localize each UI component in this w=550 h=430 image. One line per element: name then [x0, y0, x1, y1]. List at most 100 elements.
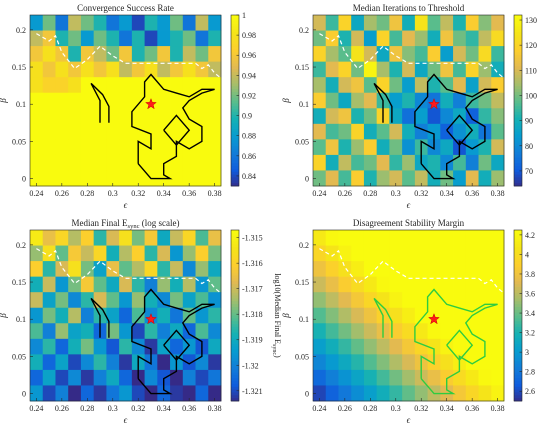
colorbar-segment [231, 389, 239, 393]
heatmap-cell [325, 30, 339, 47]
colorbar-segment [514, 344, 522, 348]
heatmap-cell [182, 61, 196, 78]
heatmap-cell [68, 261, 82, 278]
colorbar-segment [231, 264, 239, 268]
heatmap-cell [119, 123, 133, 140]
heatmap-cell [195, 170, 209, 187]
colorbar-tick-label: 120 [525, 41, 537, 50]
colorbar-segment [231, 278, 239, 282]
colorbar: 4.243.83.63.43.232.82.6103 × (1-ρ) [513, 229, 535, 402]
heatmap-cell [363, 261, 378, 278]
heatmap-cell [313, 261, 327, 278]
heatmap-cell [427, 261, 441, 278]
colorbar-frame [513, 14, 523, 187]
heatmap-cell [465, 30, 479, 47]
colorbar-segment [231, 34, 239, 39]
colorbar-segment [231, 269, 239, 274]
heatmap-cell [376, 276, 390, 293]
colorbar-segment [514, 392, 522, 396]
heatmap-cell [170, 170, 184, 187]
colorbar-segment [514, 74, 522, 79]
x-axis-label: ϵ [124, 415, 128, 425]
colorbar-segment [231, 335, 239, 339]
heatmap-cell [363, 154, 378, 171]
colorbar-segment [514, 129, 522, 133]
heatmap-cell [363, 61, 378, 78]
heatmap-cell [478, 369, 492, 386]
colorbar-segment [231, 230, 239, 234]
y-tick-label: 0 [22, 175, 26, 184]
colorbar-segment [514, 264, 522, 268]
heatmap-cell [144, 369, 158, 386]
colorbar-segment [514, 97, 522, 101]
heatmap-cell [402, 108, 416, 125]
heatmap-cell [131, 245, 145, 262]
heatmap-cell [170, 30, 184, 47]
heatmap-cell [80, 292, 95, 309]
colorbar-segment [514, 111, 522, 116]
heatmap-cell [313, 92, 327, 109]
heatmap-cell [68, 77, 82, 94]
colorbar-segment [231, 97, 239, 101]
x-tick-label: 0.36 [465, 404, 479, 413]
heatmap-cell [363, 292, 378, 309]
heatmap-cell [313, 230, 327, 246]
heatmap-cell [106, 170, 120, 187]
heatmap-cell [68, 245, 82, 262]
heatmap-cell [93, 230, 107, 246]
heatmap-cell [208, 46, 222, 63]
heatmap-cell [157, 30, 171, 47]
heatmap-cell [182, 139, 196, 156]
heatmap-cell [30, 139, 44, 156]
heatmap-cell [157, 307, 171, 324]
colorbar-segment [514, 60, 522, 64]
colorbar-tick-label: 130 [525, 16, 537, 25]
y-axis-label: β [0, 98, 8, 104]
colorbar-segment [514, 86, 522, 90]
colorbar-segment [514, 177, 522, 181]
colorbar-segment [231, 72, 239, 76]
heatmap-cell [182, 30, 196, 47]
colorbar-segment [514, 106, 522, 110]
colorbar-segment [514, 329, 522, 333]
colorbar-segment [231, 114, 239, 118]
x-tick-label: 0.32 [131, 189, 145, 198]
colorbar-segment [514, 103, 522, 107]
x-axis-label: ϵ [407, 415, 411, 425]
colorbar-segment [514, 146, 522, 150]
heatmap-cell [376, 338, 390, 355]
heatmap-cell [478, 261, 492, 278]
heatmap-cell [30, 77, 44, 94]
colorbar-segment [514, 395, 522, 399]
colorbar-segment [514, 349, 522, 353]
colorbar-segment [231, 171, 239, 175]
heatmap-cell [106, 92, 120, 109]
heatmap-cell [363, 369, 378, 386]
heatmap-cell [338, 154, 352, 171]
region-outline-left [90, 297, 110, 338]
heatmap-cell [93, 245, 107, 262]
heatmap-cell [440, 92, 454, 109]
heatmap-cell [351, 245, 365, 262]
colorbar-segment [231, 361, 239, 365]
heatmap-cell [325, 139, 339, 156]
heatmap-cell [68, 292, 82, 309]
heatmap-cell [208, 108, 222, 125]
heatmap-cell [42, 307, 56, 324]
heatmap-cell [42, 108, 56, 125]
heatmap-cell [465, 46, 479, 63]
heatmap-cell [55, 230, 69, 246]
heatmap-cell [170, 369, 184, 386]
heatmap-cell [325, 77, 339, 94]
colorbar-tick-label: 0.9 [242, 112, 252, 121]
optimum-star-marker [144, 97, 157, 110]
heatmap-cell [478, 46, 492, 63]
panel-title: Median Final Esync (log scale) [72, 218, 180, 230]
heatmap-cell [491, 261, 505, 278]
colorbar-segment [514, 114, 522, 118]
colorbar-tick-label: -1.316 [242, 259, 263, 268]
colorbar-segment [231, 32, 239, 36]
heatmap-cell [376, 61, 390, 78]
colorbar-segment [231, 131, 239, 136]
heatmap-cell [30, 92, 44, 109]
